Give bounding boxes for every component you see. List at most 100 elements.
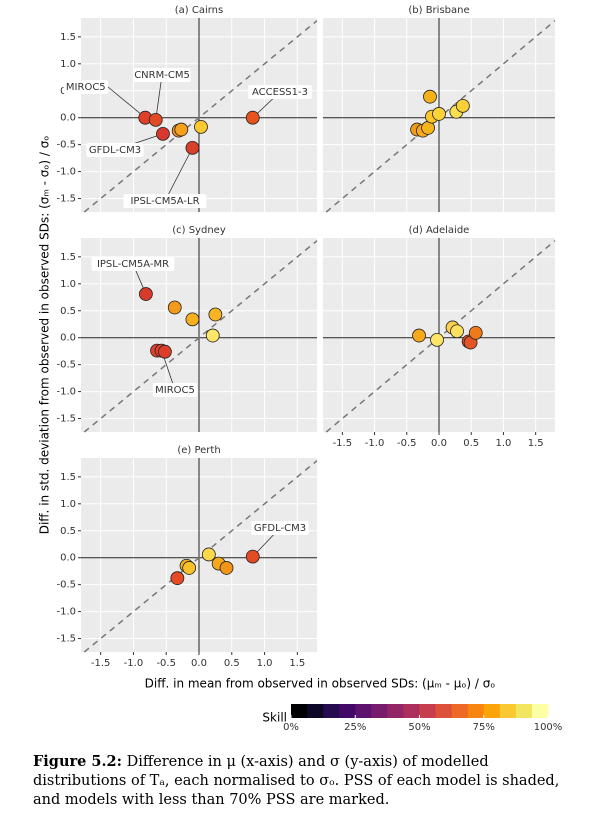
point — [245, 549, 260, 564]
annotation: GFDL-CM3 — [254, 523, 306, 534]
point — [158, 344, 172, 359]
y-axis-label: Diff. in std. deviation from observed in… — [38, 136, 52, 535]
x-tick-label: 0.5 — [463, 438, 479, 449]
x-tick-label: 1.5 — [528, 438, 544, 449]
x-tick-label: 1.0 — [495, 438, 511, 449]
panel-title: (a) Cairns — [175, 5, 223, 16]
point — [423, 89, 437, 104]
colorbar-step — [387, 704, 404, 718]
colorbar-step — [323, 704, 340, 718]
caption-text: Difference in μ (x-axis) and σ (y-axis) … — [33, 754, 560, 808]
annotation-box — [86, 143, 144, 157]
y-tick-label: 1.5 — [60, 472, 76, 483]
point — [156, 126, 170, 141]
colorbar-step — [291, 704, 308, 718]
colorbar-label: 100% — [534, 722, 563, 733]
x-tick-label: 0.0 — [191, 658, 207, 669]
colorbar-label: 0% — [283, 722, 299, 733]
panel-title: (d) Adelaide — [409, 225, 470, 236]
annotation-box — [133, 68, 191, 82]
point — [182, 561, 197, 575]
panel-title: (c) Sydney — [172, 225, 226, 236]
x-tick-label: -1.5 — [91, 658, 111, 669]
caption-label: Figure 5.2: — [33, 753, 122, 770]
colorbar-step — [339, 704, 356, 718]
y-tick-label: -1.0 — [56, 167, 76, 178]
legend-title: Skill — [262, 711, 287, 725]
y-tick-label: 1.0 — [60, 279, 76, 290]
annotation-box — [123, 194, 207, 208]
chart: (a) Cairns -1.5 -1.0 -0.5 0.0 0.5 1.0 1.5 MIROC5… — [38, 5, 563, 733]
point — [185, 312, 200, 327]
y-tick-label: 1.5 — [60, 32, 76, 43]
y-tick-label: 0.0 — [60, 333, 76, 344]
annotation: MIROC5 — [155, 385, 195, 396]
point — [412, 328, 426, 343]
x-tick-label: 1.5 — [289, 658, 305, 669]
annotation-box — [248, 85, 312, 99]
colorbar-step — [307, 704, 324, 718]
colorbar-label: 25% — [344, 722, 366, 733]
annotation-line — [107, 86, 146, 119]
point — [430, 332, 444, 347]
colorbar-step — [371, 704, 388, 718]
y-tick-label: -0.5 — [56, 140, 76, 151]
colorbar-step — [499, 704, 517, 718]
x-tick-label: 1.0 — [257, 658, 273, 669]
colorbar-label: 50% — [408, 722, 430, 733]
point — [194, 119, 208, 134]
y-tick-label: 1.5 — [60, 252, 76, 263]
identity-line — [325, 240, 556, 433]
y-tick-label: -1.0 — [56, 387, 76, 398]
point — [185, 140, 200, 155]
point — [205, 328, 220, 343]
y-tick-label: -1.0 — [56, 607, 76, 618]
annotation: IPSL-CM5A-MR — [97, 259, 169, 270]
point — [148, 112, 163, 127]
y-tick-label: 0.0 — [60, 553, 76, 564]
point — [450, 324, 464, 339]
point — [245, 110, 260, 125]
colorbar-step — [515, 704, 533, 718]
point — [170, 571, 185, 586]
point — [174, 122, 189, 137]
annotation: ACCESS1-3 — [252, 87, 308, 98]
y-tick-label: -1.5 — [56, 194, 76, 205]
annotation-box — [152, 383, 198, 397]
y-tick-label: 0.0 — [60, 113, 76, 124]
y-tick-label: 1.0 — [60, 499, 76, 510]
colorbar-step — [531, 704, 549, 718]
y-tick-label: -1.5 — [56, 414, 76, 425]
colorbar-step — [467, 704, 485, 718]
point — [167, 300, 182, 315]
annotation-box — [63, 80, 108, 94]
colorbar-step — [403, 704, 420, 718]
point — [455, 98, 470, 113]
x-tick-label: 0.0 — [431, 438, 447, 449]
x-tick-label: -1.5 — [333, 438, 353, 449]
colorbar-step — [435, 704, 453, 718]
annotation: CNRM-CM5 — [134, 70, 190, 81]
annotation-line — [164, 147, 193, 202]
y-tick-label: 0.5 — [60, 526, 76, 537]
point — [138, 287, 153, 301]
annotation-box — [251, 521, 309, 535]
y-tick-label: -0.5 — [56, 360, 76, 371]
annotation: GFDL-CM3 — [89, 145, 141, 156]
point — [219, 561, 234, 575]
annotation-box — [91, 257, 175, 271]
caption: Figure 5.2: Difference in μ (x-axis) and… — [33, 752, 563, 810]
point — [208, 307, 223, 322]
colorbar-step — [483, 704, 501, 718]
annotation-line — [155, 74, 163, 120]
annotation: IPSL-CM5A-LR — [130, 196, 199, 207]
point — [432, 107, 446, 121]
point — [201, 547, 216, 562]
x-tick-label: -0.5 — [156, 658, 176, 669]
y-tick-label: -0.5 — [56, 580, 76, 591]
colorbar-step — [419, 704, 437, 718]
x-tick-label: -1.0 — [124, 658, 144, 669]
colorbar-step — [355, 704, 372, 718]
point — [468, 325, 483, 340]
